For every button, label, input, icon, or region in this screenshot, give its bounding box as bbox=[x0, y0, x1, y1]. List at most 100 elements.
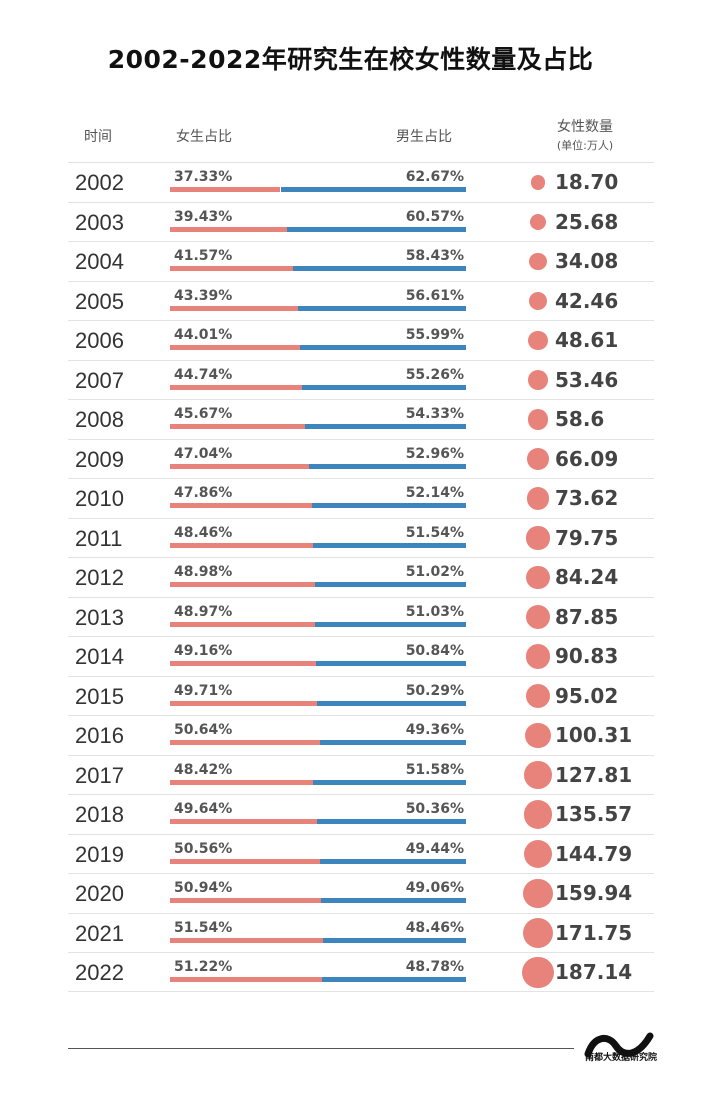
table-row: 2013 48.97% 51.03% 87.85 bbox=[68, 596, 654, 637]
male-bar bbox=[315, 661, 466, 666]
table-row: 2018 49.64% 50.36% 135.57 bbox=[68, 794, 654, 834]
female-bar bbox=[170, 898, 321, 903]
table-row: 2006 44.01% 55.99% 48.61 bbox=[68, 320, 654, 360]
ratio-bar bbox=[170, 503, 466, 508]
female-percent-label: 50.94% bbox=[174, 880, 233, 896]
count-bubble bbox=[525, 644, 551, 669]
female-percent-label: 37.33% bbox=[174, 169, 233, 185]
female-count-label: 90.83 bbox=[555, 644, 619, 668]
male-percent-label: 49.44% bbox=[405, 840, 464, 857]
table-row: 2022 51.22% 48.78% 187.14 bbox=[68, 952, 654, 992]
year-label: 2014 bbox=[75, 644, 124, 669]
year-label: 2019 bbox=[75, 841, 124, 867]
female-bar bbox=[170, 345, 301, 350]
table-row: 2002 37.33% 62.67% 18.70 bbox=[68, 162, 654, 202]
year-label: 2016 bbox=[75, 723, 124, 748]
count-bubble bbox=[526, 526, 550, 550]
table-row: 2020 50.94% 49.06% 159.94 bbox=[68, 873, 654, 913]
count-bubble bbox=[527, 448, 549, 470]
female-percent-label: 51.22% bbox=[174, 959, 233, 975]
male-bar bbox=[293, 266, 466, 271]
ratio-bar bbox=[170, 582, 466, 587]
female-count-label: 25.68 bbox=[555, 209, 619, 234]
female-count-label: 34.08 bbox=[555, 249, 619, 273]
year-label: 2012 bbox=[75, 565, 124, 590]
female-percent-label: 44.01% bbox=[174, 327, 233, 343]
female-percent-label: 49.71% bbox=[174, 682, 233, 699]
male-bar bbox=[305, 424, 466, 429]
female-bar bbox=[170, 463, 310, 469]
female-bar bbox=[170, 384, 303, 390]
female-percent-label: 39.43% bbox=[174, 208, 233, 225]
female-bar bbox=[170, 266, 294, 271]
female-count-label: 73.62 bbox=[555, 486, 619, 510]
count-bubble bbox=[527, 369, 549, 391]
male-percent-label: 55.26% bbox=[405, 366, 464, 383]
year-label: 2013 bbox=[75, 604, 124, 630]
count-bubble bbox=[526, 605, 550, 629]
female-percent-label: 43.39% bbox=[174, 287, 233, 304]
male-bar bbox=[311, 503, 466, 508]
female-bar bbox=[170, 621, 315, 627]
year-label: 2017 bbox=[75, 762, 124, 788]
male-bar bbox=[317, 700, 466, 706]
female-count-label: 95.02 bbox=[555, 683, 619, 708]
female-count-label: 58.6 bbox=[555, 407, 605, 431]
year-label: 2008 bbox=[75, 407, 124, 432]
header-female-count: 女性数量 (单位:万人) bbox=[530, 116, 640, 153]
count-bubble bbox=[524, 761, 552, 789]
ratio-bar bbox=[170, 542, 466, 548]
female-percent-label: 41.57% bbox=[174, 248, 233, 264]
header-count-label: 女性数量 bbox=[557, 119, 613, 135]
count-bubble bbox=[526, 487, 550, 510]
male-percent-label: 54.33% bbox=[405, 406, 464, 422]
table-row: 2009 47.04% 52.96% 66.09 bbox=[68, 438, 654, 479]
male-bar bbox=[302, 384, 466, 390]
table-row: 2005 43.39% 56.61% 42.46 bbox=[68, 280, 654, 321]
male-percent-label: 50.36% bbox=[405, 801, 464, 817]
female-count-label: 171.75 bbox=[555, 920, 633, 945]
female-bar bbox=[170, 819, 317, 824]
table-row: 2016 50.64% 49.36% 100.31 bbox=[68, 715, 654, 755]
female-count-label: 100.31 bbox=[555, 723, 633, 747]
female-percent-label: 50.56% bbox=[174, 840, 233, 857]
female-bar bbox=[170, 503, 312, 508]
table-row: 2015 49.71% 50.29% 95.02 bbox=[68, 675, 654, 716]
count-bubble bbox=[525, 683, 551, 709]
female-percent-label: 47.86% bbox=[174, 485, 233, 501]
male-bar bbox=[313, 542, 466, 548]
table-row: 2007 44.74% 55.26% 53.46 bbox=[68, 359, 654, 400]
male-percent-label: 50.84% bbox=[405, 643, 464, 659]
chart-title: 2002-2022年研究生在校女性数量及占比 bbox=[107, 45, 594, 74]
header-female-ratio: 女生占比 bbox=[176, 129, 232, 145]
female-bar bbox=[170, 740, 320, 745]
female-bar bbox=[170, 226, 287, 232]
male-bar bbox=[322, 937, 466, 943]
male-percent-label: 51.58% bbox=[405, 761, 464, 778]
female-percent-label: 47.04% bbox=[174, 445, 233, 462]
male-percent-label: 49.36% bbox=[405, 722, 464, 738]
female-count-label: 53.46 bbox=[555, 367, 619, 392]
female-percent-label: 48.97% bbox=[174, 603, 233, 620]
count-bubble bbox=[522, 956, 554, 989]
male-percent-label: 62.67% bbox=[405, 169, 464, 185]
count-bubble bbox=[529, 252, 547, 271]
count-bubble bbox=[523, 839, 553, 869]
female-count-label: 42.46 bbox=[555, 288, 619, 313]
female-percent-label: 51.54% bbox=[174, 919, 233, 936]
ratio-bar bbox=[170, 661, 466, 666]
male-percent-label: 51.54% bbox=[405, 524, 464, 541]
ratio-bar bbox=[170, 384, 466, 390]
male-percent-label: 52.96% bbox=[405, 445, 464, 462]
table-row: 2019 50.56% 49.44% 144.79 bbox=[68, 833, 654, 874]
male-bar bbox=[316, 819, 466, 824]
male-bar bbox=[298, 305, 466, 311]
female-count-label: 187.14 bbox=[555, 960, 633, 984]
count-bubble bbox=[523, 878, 553, 909]
male-bar bbox=[320, 898, 466, 903]
male-percent-label: 50.29% bbox=[405, 682, 464, 699]
male-percent-label: 52.14% bbox=[405, 485, 464, 501]
female-bar bbox=[170, 937, 323, 943]
table-row: 2003 39.43% 60.57% 25.68 bbox=[68, 201, 654, 242]
count-bubble bbox=[528, 330, 548, 351]
